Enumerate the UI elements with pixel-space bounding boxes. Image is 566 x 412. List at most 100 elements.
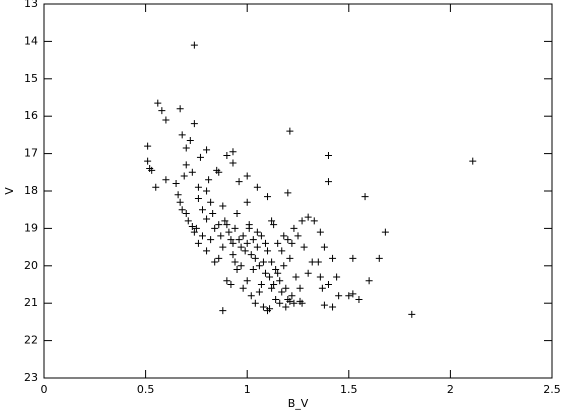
point (172, 180, 180, 188)
point (276, 277, 284, 285)
point (249, 236, 257, 244)
y-tick-label: 17 (24, 147, 38, 160)
point (243, 277, 251, 285)
point (264, 193, 272, 201)
y-tick-label: 19 (24, 221, 38, 234)
point (231, 258, 239, 266)
point (255, 262, 263, 270)
point (180, 172, 188, 180)
point (198, 232, 206, 240)
point (215, 254, 223, 262)
point (203, 146, 211, 154)
point (381, 228, 389, 236)
y-axis-label: V (3, 187, 16, 195)
point (203, 215, 211, 223)
point (182, 144, 190, 152)
point (361, 193, 369, 201)
point (300, 243, 308, 251)
point (349, 254, 357, 262)
point (274, 269, 282, 277)
point (215, 221, 223, 229)
y-tick-label: 22 (24, 334, 38, 347)
point (286, 254, 294, 262)
point (259, 303, 267, 311)
point (227, 281, 235, 288)
point (215, 168, 223, 176)
point (253, 228, 261, 236)
point (243, 172, 251, 180)
point (261, 239, 269, 247)
point (324, 151, 332, 159)
point (284, 236, 292, 244)
point (223, 277, 231, 285)
point (270, 281, 278, 288)
point (235, 178, 243, 186)
point (333, 273, 341, 281)
point (188, 223, 196, 231)
point (178, 206, 186, 214)
point (209, 209, 217, 217)
point (268, 284, 276, 292)
point (266, 273, 274, 281)
point (211, 258, 219, 266)
point (241, 247, 249, 255)
point (251, 299, 259, 307)
point (158, 107, 166, 115)
point (298, 217, 306, 225)
point (266, 305, 274, 313)
point (239, 232, 247, 240)
point (217, 232, 225, 240)
point (198, 206, 206, 214)
point (227, 236, 235, 244)
point (280, 262, 288, 270)
point (324, 178, 332, 186)
point (233, 209, 241, 217)
point (253, 183, 261, 191)
x-tick-label: 0.5 (137, 383, 155, 396)
point (207, 236, 215, 244)
point (261, 269, 269, 277)
point (194, 194, 202, 202)
point (355, 295, 363, 303)
point (162, 176, 170, 184)
point (194, 239, 202, 247)
point (320, 243, 328, 251)
point (184, 217, 192, 225)
point (203, 247, 211, 255)
point (324, 281, 332, 288)
point (221, 217, 229, 225)
y-tick-label: 21 (24, 296, 38, 309)
y-tick-label: 16 (24, 109, 38, 122)
point (290, 299, 298, 307)
point (255, 288, 263, 296)
point (304, 269, 312, 277)
point (469, 157, 477, 165)
point (162, 116, 170, 124)
point (349, 290, 357, 298)
y-tick-label: 18 (24, 184, 38, 197)
x-tick-label: 2 (447, 383, 454, 396)
point (182, 209, 190, 217)
point (144, 142, 152, 150)
point (284, 189, 292, 197)
point (144, 157, 152, 165)
point (282, 284, 290, 292)
point (233, 266, 241, 274)
point (308, 258, 316, 266)
point (375, 254, 383, 262)
y-tick-label: 14 (24, 34, 38, 47)
point (207, 198, 215, 206)
point (298, 299, 306, 307)
point (148, 166, 156, 174)
point (296, 284, 304, 292)
x-tick-label: 2.5 (543, 383, 561, 396)
point (176, 105, 184, 113)
point (329, 303, 337, 311)
point (272, 295, 280, 303)
point (178, 131, 186, 139)
point (268, 217, 276, 225)
point (188, 168, 196, 176)
point (152, 183, 160, 191)
plot-frame (43, 3, 553, 379)
